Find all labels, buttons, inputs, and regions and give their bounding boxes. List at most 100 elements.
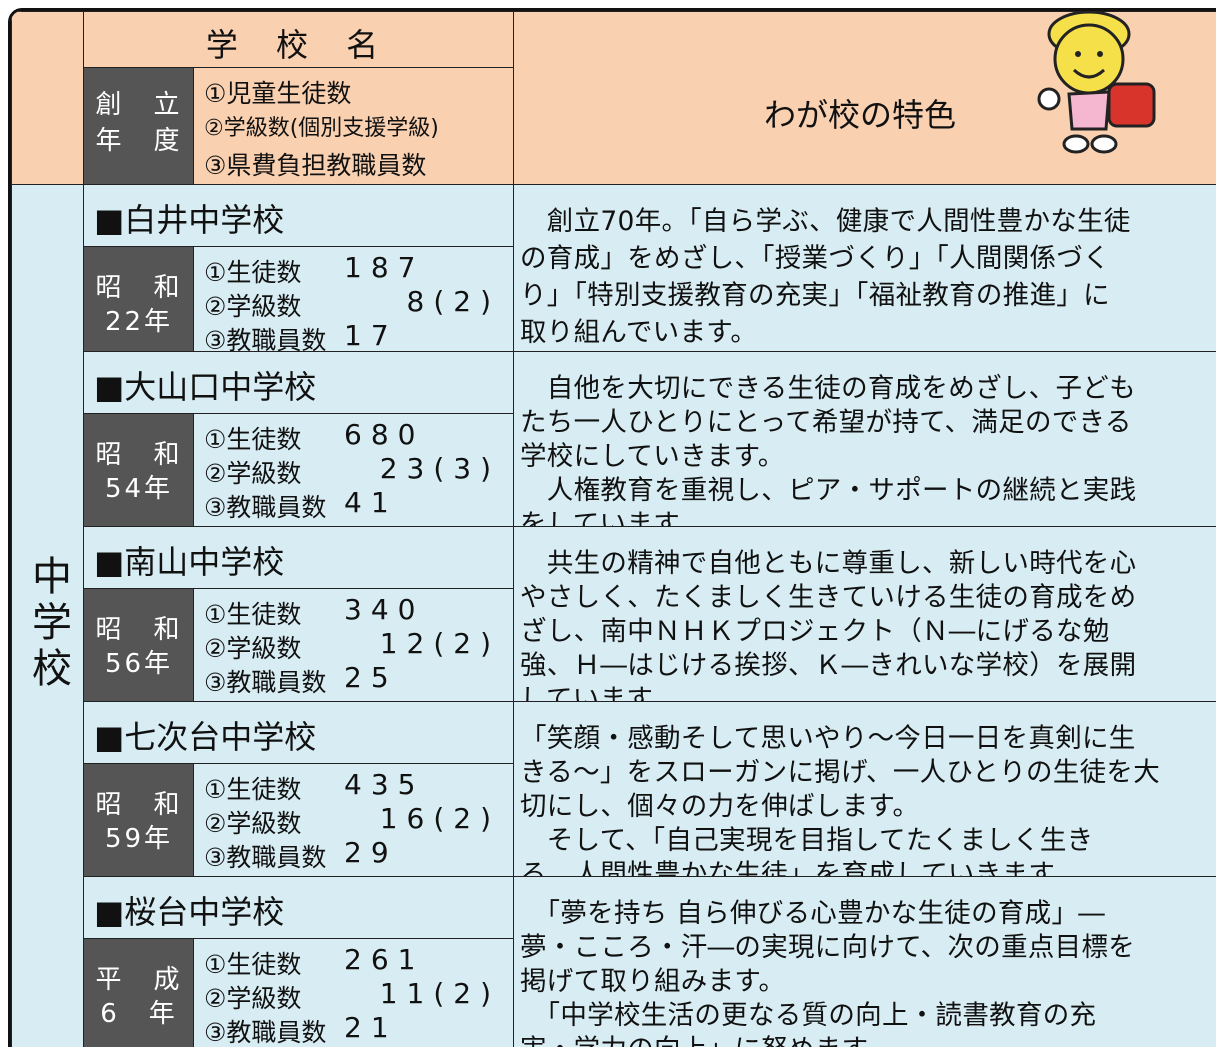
stat-label: ③教職員数 (204, 326, 327, 353)
stat-label: ③教職員数 (204, 668, 327, 697)
founding-cell: 昭 和 59年 (83, 763, 195, 878)
feature-line: 学校にしていきます。 (520, 441, 785, 472)
stat-label: ③教職員数 (204, 1018, 327, 1047)
feature-line: 「笑顔・感動そして思いやり～今日一日を真剣に生 (520, 723, 1136, 754)
founding-cell: 平 成 6 年 (83, 938, 195, 1047)
feature-line: きる～」をスローガンに掲げ、一人ひとりの生徒を大 (520, 757, 1161, 788)
feature-line: る、人間性豊かな生徒」を育成していきます。 (520, 859, 1080, 878)
founding-year: 昭 和 (95, 273, 183, 303)
founding-year: 平 成 (95, 965, 183, 995)
founding-cell: 昭 和 22年 (83, 246, 195, 353)
mascot (1037, 12, 1156, 154)
table-frame: 学 校 名創 立年 度 ①児童生徒数 ②学級数(個別支援学級) ③県費負担教職員数 わが… (8, 8, 1216, 1047)
founding-year: 59年 (104, 824, 174, 854)
stats-cell: ①生徒数 435 ②学級数 16(2) ③教職員数 29 (193, 763, 515, 878)
feature-line: 切にし、個々の力を伸ばします。 (520, 791, 920, 822)
feature-line: しています。 (520, 684, 678, 703)
school-name: ■南山中学校 (94, 543, 285, 581)
stat-label: ①生徒数 (204, 950, 302, 979)
feature-line: 共生の精神で自他ともに尊重し、新しい時代を心 (520, 548, 1137, 579)
founding-year: 56年 (104, 649, 174, 679)
section-label: 中学校 (25, 555, 71, 693)
feature-cell: 「夢を持ち 自ら伸びる心豊かな生徒の育成」― 夢・こころ・汗―の実現に向けて、次の… (513, 876, 1216, 1047)
founding-year: 昭 和 (95, 440, 183, 470)
feature-cell: 創立70年。「自ら学ぶ、健康で人間性豊かな生徒 の育成」をめざし、「授業づくり」「… (513, 184, 1216, 353)
stat-value: 435 (344, 768, 425, 801)
header-stats: ①児童生徒数 ②学級数(個別支援学級) ③県費負担教職員数 (193, 67, 515, 186)
founding-year: 昭 和 (95, 790, 183, 820)
header-school-name: 学 校 名 (83, 11, 515, 69)
school-name: ■白井中学校 (94, 201, 285, 239)
stat-label: ①生徒数 (204, 425, 302, 454)
stat-label: ①生徒数 (204, 600, 302, 629)
feature-line: 創立70年。「自ら学ぶ、健康で人間性豊かな生徒 (520, 206, 1131, 237)
feature-line: そして、「自己実現を目指してたくましく生き (520, 825, 1094, 856)
school-name-cell: ■南山中学校 (83, 526, 515, 590)
school-name-cell: ■大山口中学校 (83, 351, 515, 415)
stat-value: 8(2) (406, 285, 500, 318)
stat-value: 25 (344, 661, 398, 694)
stat-value: 17 (344, 319, 398, 352)
founding-year: 54年 (104, 474, 174, 504)
header-founding: 創 立年 度 (83, 67, 195, 186)
section-column: 中学校 (11, 184, 85, 1047)
stat-label: ②学級数 (204, 634, 302, 663)
stat-value: 23(3) (379, 452, 500, 485)
stat-value: 29 (344, 836, 398, 869)
stat-value: 261 (344, 943, 425, 976)
stat-value: 340 (344, 593, 425, 626)
stat-label: ③教職員数 (204, 493, 327, 522)
header-text: 学 校 名 (205, 26, 393, 64)
school-name-cell: ■桜台中学校 (83, 876, 515, 940)
school-name: ■大山口中学校 (94, 368, 317, 406)
school-name-cell: ■白井中学校 (83, 184, 515, 248)
school-name: ■七次台中学校 (94, 718, 317, 756)
feature-line: 取り組んでいます。 (520, 317, 758, 348)
stats-cell: ①生徒数 261 ②学級数 11(2) ③教職員数 21 (193, 938, 515, 1047)
header-text: ②学級数(個別支援学級) (204, 116, 439, 141)
school-name-cell: ■七次台中学校 (83, 701, 515, 765)
founding-year: 6 年 (100, 999, 178, 1029)
stat-value: 16(2) (379, 802, 500, 835)
header-text: ③県費負担教職員数 (204, 151, 427, 180)
header-corner (11, 11, 85, 186)
header-feature: わが校の特色 (513, 11, 1216, 186)
stats-cell: ①生徒数 340 ②学級数 12(2) ③教職員数 25 (193, 588, 515, 703)
stat-value: 41 (344, 486, 398, 519)
stat-label: ②学級数 (204, 984, 302, 1013)
header-text: わが校の特色 (764, 96, 957, 134)
stat-label: ②学級数 (204, 292, 302, 321)
feature-line: たち一人ひとりにとって希望が持て、満足のできる (520, 407, 1132, 438)
founding-year: 昭 和 (95, 615, 183, 645)
stat-value: 11(2) (379, 977, 500, 1010)
feature-line: 強、Ｈ―はじける挨拶、Ｋ―きれいな学校）を展開 (520, 650, 1137, 681)
stats-cell: ①生徒数 187 ②学級数 8(2) ③教職員数 17 (193, 246, 515, 353)
feature-line: 夢・こころ・汗―の実現に向けて、次の重点目標を (520, 932, 1136, 963)
stat-value: 680 (344, 418, 425, 451)
stat-value: 21 (344, 1011, 398, 1044)
stat-value: 12(2) (379, 627, 500, 660)
stat-value: 187 (344, 251, 425, 284)
feature-line: 人権教育を重視し、ピア・サポートの継続と実践 (520, 475, 1137, 506)
school-name: ■桜台中学校 (94, 893, 285, 931)
feature-line: 「夢を持ち 自ら伸びる心豊かな生徒の育成」― (520, 898, 1106, 929)
founding-year: 22年 (104, 307, 174, 337)
stat-label: ②学級数 (204, 809, 302, 838)
stat-label: ①生徒数 (204, 258, 302, 287)
stats-cell: ①生徒数 680 ②学級数 23(3) ③教職員数 41 (193, 413, 515, 528)
feature-line: 自他を大切にできる生徒の育成をめざし、子ども (520, 373, 1136, 404)
header-text: ①児童生徒数 (204, 79, 352, 108)
feature-line: り」「特別支援教育の充実」「福祉教育の推進」に (520, 280, 1110, 311)
feature-line: をしています。 (520, 509, 705, 528)
feature-line: 掲げて取り組みます。 (520, 966, 786, 997)
stat-label: ③教職員数 (204, 843, 327, 872)
feature-cell: 共生の精神で自他ともに尊重し、新しい時代を心 やさしく、たくましく生きていける生徒… (513, 526, 1216, 703)
founding-cell: 昭 和 54年 (83, 413, 195, 528)
feature-line: やさしく、たくましく生きていける生徒の育成をめ (520, 582, 1137, 613)
header-text: 年 度 (95, 126, 183, 156)
stat-label: ①生徒数 (204, 775, 302, 804)
feature-line: ざし、南中ＮＨＫプロジェクト（Ｎ―にげるな勉 (520, 616, 1110, 647)
feature-line: の育成」をめざし、「授業づくり」「人間関係づく (520, 243, 1110, 274)
stat-label: ②学級数 (204, 459, 302, 488)
